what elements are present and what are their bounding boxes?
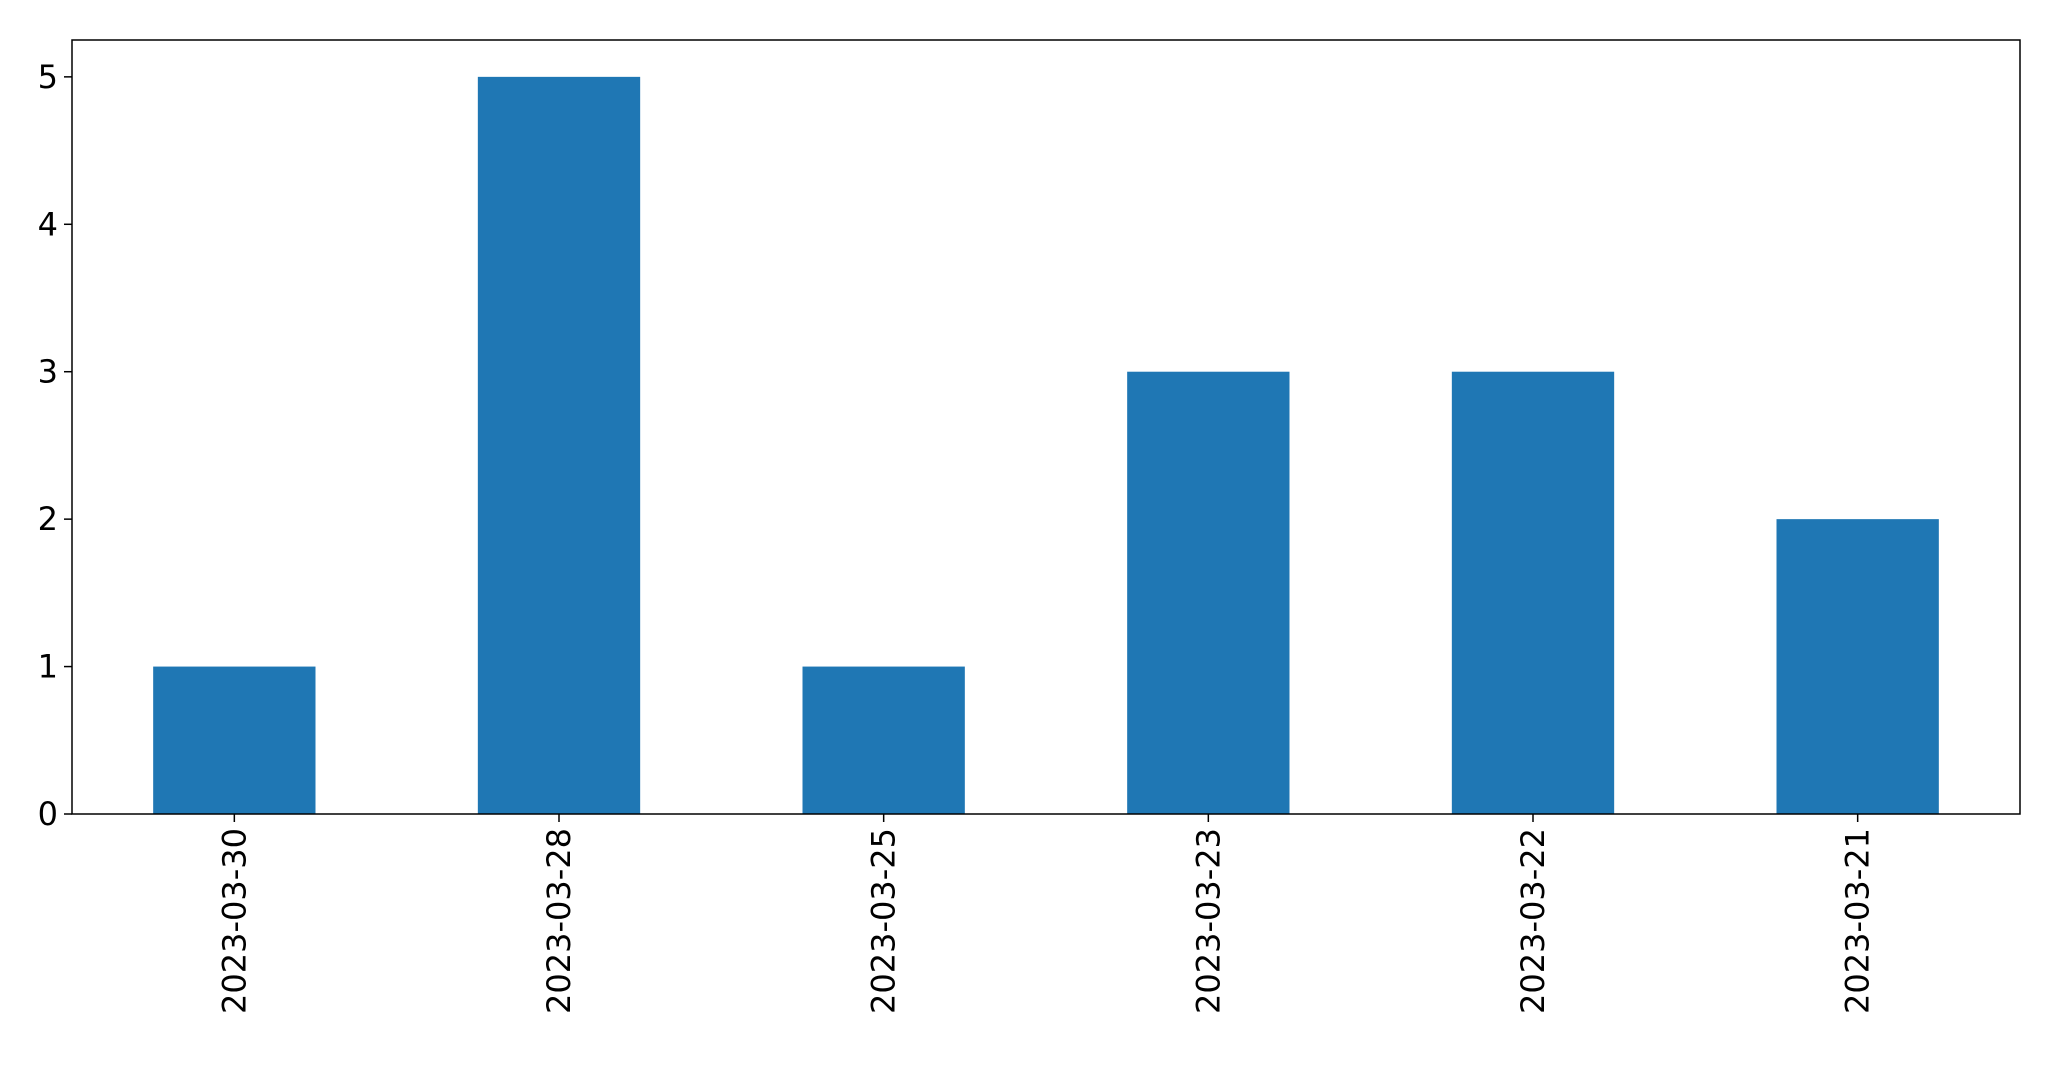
x-tick-label: 2023-03-30 [215,828,253,1014]
y-tick-label: 5 [38,58,58,96]
x-axis: 2023-03-30 2023-03-28 2023-03-25 2023-03-23… [215,814,1877,1014]
y-tick-label: 4 [38,205,58,243]
y-tick-label: 3 [38,353,58,391]
plot-area-frame [71,39,2021,815]
x-tick-label: 2023-03-21 [1839,828,1877,1014]
y-tick-label: 0 [38,795,58,833]
x-tick-label: 2023-03-25 [865,828,903,1014]
bar-2023-03-22 [1451,371,1615,814]
y-tick-label: 2 [38,500,58,538]
x-tick-label: 2023-03-23 [1189,828,1227,1014]
bar-2023-03-28 [477,76,641,815]
x-tick-label: 2023-03-22 [1514,828,1552,1014]
x-tick-label: 2023-03-28 [540,828,578,1014]
bars-group [153,76,1939,815]
bar-2023-03-30 [153,666,316,814]
y-axis: 0 1 2 3 4 5 [38,58,72,833]
bar-2023-03-25 [802,666,965,814]
bar-2023-03-21 [1776,519,1939,814]
y-tick-label: 1 [38,648,58,686]
bar-2023-03-23 [1127,371,1290,814]
